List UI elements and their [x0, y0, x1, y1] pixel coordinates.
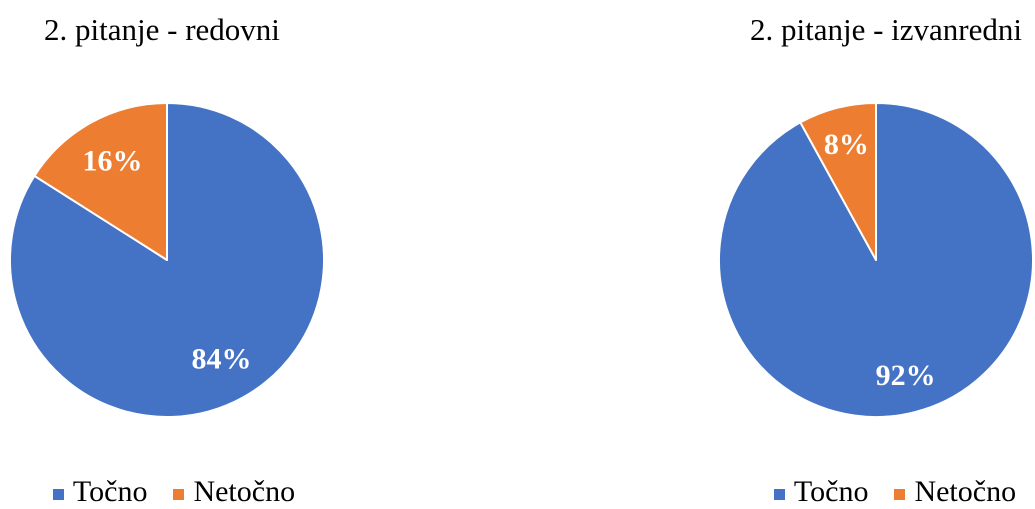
pie-slice-netocno — [33, 102, 168, 261]
legend-swatch-tocno — [773, 489, 785, 500]
chart-title: 2. pitanje - redovni — [44, 12, 280, 47]
legend-item-tocno: Točno — [52, 475, 148, 508]
data-label-netocno: 16% — [83, 144, 143, 177]
pie-plot: 92% 8% — [717, 102, 1034, 418]
data-label-tocno: 84% — [191, 343, 251, 376]
data-label-tocno: 92% — [876, 359, 936, 392]
legend-label-netocno: Netočno — [914, 475, 1017, 508]
legend-label-tocno: Točno — [793, 475, 869, 508]
legend-swatch-tocno — [52, 489, 64, 500]
pie-plot: 84% 16% — [9, 102, 325, 418]
legend: Točno Netočno — [24, 475, 324, 508]
legend-swatch-netocno — [173, 489, 185, 500]
legend: Točno Netočno — [757, 475, 1033, 508]
legend-item-tocno: Točno — [773, 475, 869, 508]
pie-chart-redovni: 2. pitanje - redovni 84% 16% Točno Netoč… — [0, 0, 340, 509]
pie-chart-izvanredni: 2. pitanje - izvanredni 92% 8% Točno Net… — [700, 0, 1035, 509]
pie-slice-netocno — [799, 102, 877, 261]
legend-label-tocno: Točno — [72, 475, 148, 508]
legend-item-netocno: Netočno — [173, 475, 295, 508]
legend-item-netocno: Netočno — [894, 475, 1016, 508]
data-label-netocno: 8% — [824, 128, 869, 161]
chart-title: 2. pitanje - izvanredni — [749, 12, 1022, 47]
legend-label-netocno: Netočno — [193, 475, 296, 508]
legend-swatch-netocno — [894, 489, 906, 500]
